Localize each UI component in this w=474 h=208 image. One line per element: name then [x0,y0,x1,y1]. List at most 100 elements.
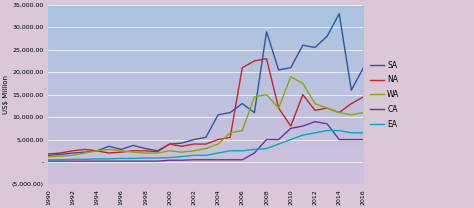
WA [191,150,197,152]
Line: WA: WA [48,77,364,157]
SA [361,66,366,69]
EA [239,150,245,152]
NA [143,150,148,152]
WA [252,96,257,98]
EA [94,158,100,160]
EA [276,143,282,145]
WA [203,147,209,150]
WA [82,152,88,154]
EA [155,157,160,159]
SA [130,144,136,147]
SA [312,46,318,49]
SA [191,138,197,141]
CA [228,158,233,161]
NA [179,145,184,147]
WA [46,155,51,158]
SA [155,150,160,152]
CA [300,125,306,127]
CA [118,160,124,162]
CA [264,138,269,141]
EA [143,157,148,159]
EA [264,147,269,150]
NA [324,107,330,109]
CA [239,158,245,161]
CA [348,138,354,141]
CA [215,158,221,161]
CA [130,160,136,162]
NA [361,96,366,98]
CA [106,160,112,162]
WA [288,76,293,78]
NA [228,136,233,139]
SA [324,35,330,37]
WA [143,152,148,154]
NA [288,125,293,127]
WA [118,150,124,152]
SA [215,114,221,116]
EA [215,152,221,154]
WA [300,82,306,85]
CA [191,158,197,161]
WA [179,151,184,153]
CA [203,158,209,161]
Y-axis label: US$ Million: US$ Million [3,75,9,114]
Line: SA: SA [48,14,364,155]
NA [252,60,257,62]
WA [312,102,318,105]
SA [300,44,306,46]
CA [58,160,64,162]
EA [228,150,233,152]
Line: NA: NA [48,59,364,154]
WA [348,114,354,116]
NA [264,57,269,60]
WA [155,152,160,154]
NA [58,152,64,154]
WA [324,107,330,109]
SA [203,136,209,139]
SA [46,154,51,157]
SA [264,31,269,33]
SA [179,142,184,144]
EA [106,158,112,160]
EA [179,155,184,158]
NA [82,148,88,151]
WA [361,111,366,114]
NA [312,109,318,112]
EA [118,157,124,160]
WA [130,151,136,153]
SA [58,153,64,156]
NA [348,102,354,105]
EA [203,154,209,157]
NA [46,153,51,155]
EA [324,129,330,132]
SA [143,147,148,150]
NA [300,93,306,96]
CA [94,160,100,162]
NA [167,143,173,145]
NA [106,152,112,154]
SA [337,12,342,15]
CA [288,127,293,130]
CA [324,123,330,125]
EA [70,158,75,161]
EA [130,157,136,160]
Legend: SA, NA, WA, CA, EA: SA, NA, WA, CA, EA [370,61,400,129]
SA [94,150,100,152]
CA [361,138,366,141]
CA [70,160,75,162]
SA [252,111,257,114]
WA [276,107,282,109]
EA [312,132,318,134]
SA [239,102,245,105]
WA [239,129,245,132]
CA [143,160,148,162]
SA [228,111,233,114]
EA [288,138,293,141]
NA [337,111,342,114]
SA [276,69,282,71]
NA [155,150,160,153]
WA [167,150,173,152]
Line: EA: EA [48,131,364,160]
EA [58,158,64,161]
NA [118,151,124,153]
